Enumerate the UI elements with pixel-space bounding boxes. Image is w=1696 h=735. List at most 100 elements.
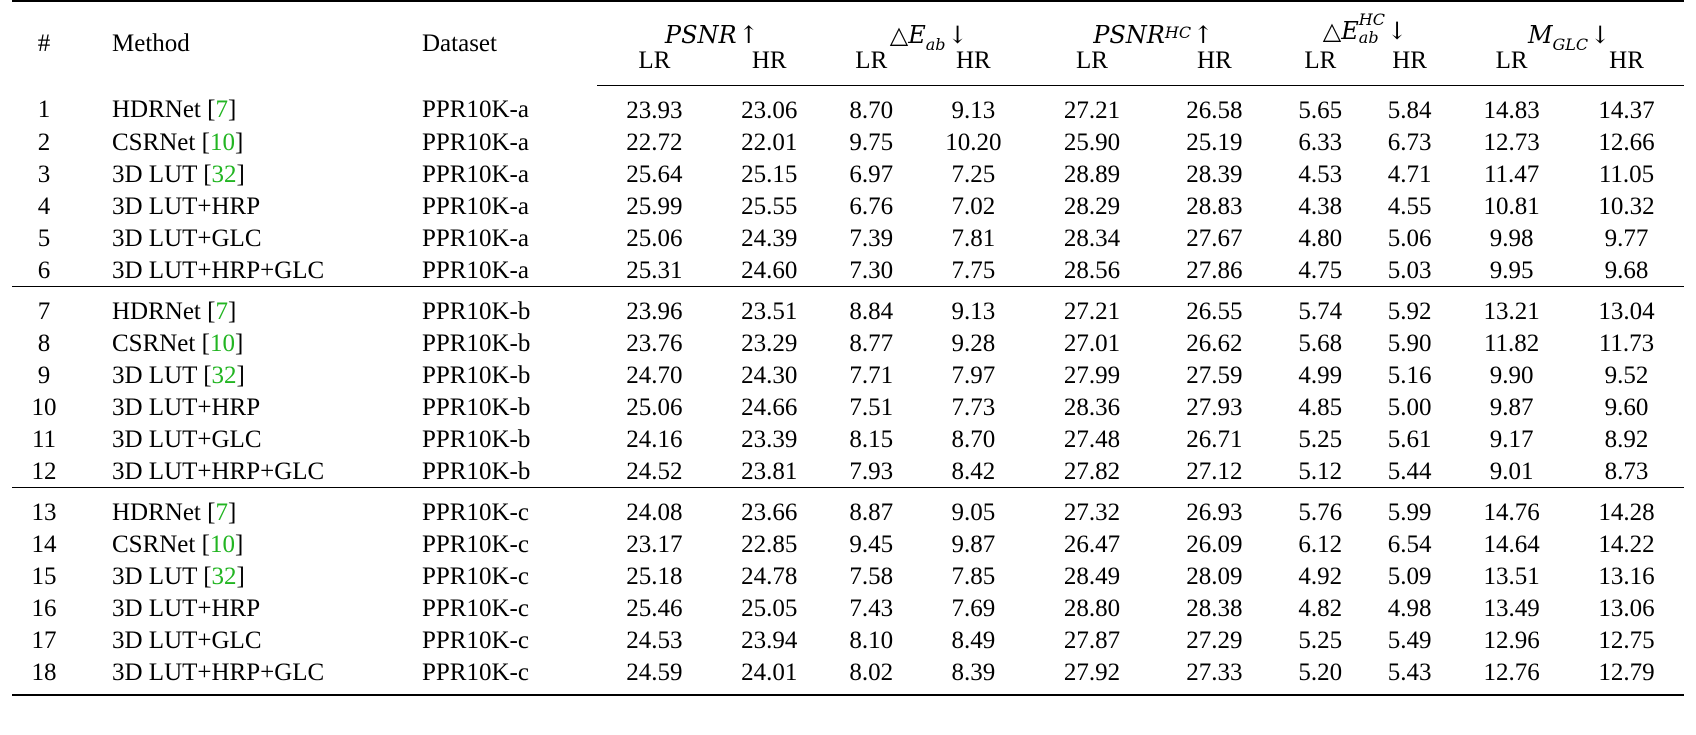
metric-name: M — [1527, 21, 1553, 49]
header-sub-label: LR — [1030, 48, 1154, 86]
metric-name: E — [908, 21, 926, 49]
metric-value: 24.30 — [741, 361, 798, 389]
citation-link[interactable]: 32 — [211, 562, 237, 590]
header-metric-psnr-hc: PSNR HC ↑ — [1030, 0, 1276, 49]
metric-value: 28.83 — [1186, 192, 1243, 220]
row-method: HDRNet [7] — [76, 286, 422, 327]
citation-link[interactable]: 7 — [215, 498, 228, 526]
metric-value: 14.64 — [1483, 530, 1540, 558]
metric-value: 5.00 — [1387, 393, 1432, 421]
header-sub-label: LR — [1275, 48, 1365, 86]
metric-value: 5.06 — [1387, 224, 1432, 252]
metric-value: 8.02 — [826, 656, 916, 696]
metric-value: 4.98 — [1387, 594, 1432, 622]
row-method: 3D LUT+HRP — [76, 391, 422, 423]
metric-value: 8.42 — [951, 457, 996, 485]
metric-value: 27.33 — [1153, 656, 1276, 696]
row-index: 14 — [31, 530, 57, 558]
metric-value: 5.20 — [1275, 656, 1365, 696]
metric-label: PSNR↑ — [665, 21, 759, 49]
metric-value: 8.49 — [951, 626, 996, 654]
table-row: 11 3D LUT+GLC PPR10K-b 24.16 23.39 8.15 8.70 27… — [12, 423, 1684, 455]
metric-value: 23.06 — [741, 96, 798, 124]
metric-value: 9.77 — [1604, 224, 1649, 252]
table-group: 13 HDRNet [7] PPR10K-c 24.08 23.66 8.87 9.05 27… — [12, 487, 1684, 696]
metric-value: 9.95 — [1489, 256, 1534, 284]
row-method: 3D LUT+HRP+GLC — [76, 656, 422, 696]
metric-value: 25.46 — [626, 594, 683, 622]
metric-value: 24.59 — [597, 656, 712, 696]
table-group: 1 HDRNet [7] PPR10K-a 23.93 23.06 8.70 9.13 27.… — [12, 86, 1684, 287]
row-index: 17 — [31, 626, 57, 654]
metric-value: 23.29 — [741, 329, 798, 357]
metric-value: 11.47 — [1483, 160, 1540, 188]
metric-value: 27.29 — [1186, 626, 1243, 654]
metric-value: 25.05 — [741, 594, 798, 622]
metric-value: 6.76 — [849, 192, 894, 220]
metric-value: 8.77 — [849, 329, 894, 357]
table-row: 16 3D LUT+HRP PPR10K-c 25.46 25.05 7.43 7.69 28… — [12, 592, 1684, 624]
citation-link[interactable]: 32 — [211, 361, 237, 389]
row-index: 9 — [37, 361, 51, 389]
metric-value: 7.51 — [849, 393, 894, 421]
header-dataset: Dataset — [422, 0, 597, 86]
metric-value: 7.30 — [849, 256, 894, 284]
arrow-down-icon: ↓ — [947, 21, 968, 49]
metric-value: 26.71 — [1186, 425, 1243, 453]
row-dataset: PPR10K-a — [422, 192, 529, 220]
metric-value: 27.48 — [1063, 425, 1121, 453]
header-metric-delta-e-hc: △E HC ab ↓ — [1275, 0, 1455, 48]
metric-value: 28.38 — [1186, 594, 1243, 622]
results-table: # Method Dataset PSNR↑ △E ab ↓ PSNR HC ↑ △E H… — [12, 0, 1684, 696]
table-row: 12 3D LUT+HRP+GLC PPR10K-b 24.52 23.81 7.93 8.… — [12, 455, 1684, 488]
arrow-up-icon: ↑ — [1193, 21, 1214, 49]
metric-value: 27.87 — [1063, 626, 1121, 654]
method-name: 3D LUT — [112, 562, 197, 590]
metric-value: 24.53 — [626, 626, 683, 654]
metric-value: 8.15 — [849, 425, 894, 453]
metric-value: 5.09 — [1387, 562, 1432, 590]
metric-value: 7.43 — [849, 594, 894, 622]
metric-value: 4.53 — [1298, 160, 1343, 188]
citation-link[interactable]: 7 — [215, 96, 228, 124]
header-sub-label: HR — [915, 48, 1031, 86]
metric-value: 23.76 — [626, 329, 683, 357]
method-name: 3D LUT — [112, 160, 197, 188]
metric-value: 7.58 — [849, 562, 894, 590]
metric-label: M GLC ↓ — [1527, 21, 1610, 52]
metric-value: 5.25 — [1298, 626, 1343, 654]
metric-value: 7.39 — [849, 224, 894, 252]
metric-value: 9.52 — [1604, 361, 1649, 389]
arrow-up-icon: ↑ — [738, 21, 759, 49]
row-dataset: PPR10K-c — [422, 487, 597, 528]
citation-link[interactable]: 10 — [209, 128, 235, 156]
row-index: 13 — [12, 487, 76, 528]
metric-value: 27.21 — [1030, 286, 1154, 327]
row-dataset: PPR10K-a — [422, 256, 529, 284]
metric-value: 24.08 — [597, 487, 712, 528]
citation-link[interactable]: 7 — [215, 297, 228, 325]
table-row: 4 3D LUT+HRP PPR10K-a 25.99 25.55 6.76 7.02 28.… — [12, 190, 1684, 222]
table-row: 14 CSRNet [10] PPR10K-c 23.17 22.85 9.45 9.87 2… — [12, 528, 1684, 560]
metric-value: 13.16 — [1598, 562, 1655, 590]
row-method: 3D LUT+GLC — [76, 423, 422, 455]
method-name: 3D LUT+GLC — [112, 626, 262, 654]
table-header: # Method Dataset PSNR↑ △E ab ↓ PSNR HC ↑ △E H… — [12, 0, 1684, 86]
method-name: HDRNet — [112, 96, 201, 124]
citation-link[interactable]: 10 — [209, 329, 235, 357]
metric-value: 23.81 — [741, 457, 798, 485]
metric-value: 23.96 — [597, 286, 712, 327]
citation-link[interactable]: 32 — [211, 160, 237, 188]
metric-value: 28.39 — [1186, 160, 1243, 188]
metric-value: 28.89 — [1063, 160, 1121, 188]
metric-value: 5.61 — [1387, 425, 1432, 453]
row-method: HDRNet [7] — [76, 487, 422, 528]
row-dataset: PPR10K-b — [422, 425, 531, 453]
metric-value: 23.66 — [711, 487, 827, 528]
metric-value: 4.82 — [1298, 594, 1343, 622]
citation-link[interactable]: 10 — [209, 530, 235, 558]
metric-value: 26.58 — [1186, 96, 1243, 124]
method-name: 3D LUT+HRP — [112, 594, 261, 622]
row-dataset: PPR10K-c — [422, 626, 529, 654]
row-index: 8 — [37, 329, 51, 357]
